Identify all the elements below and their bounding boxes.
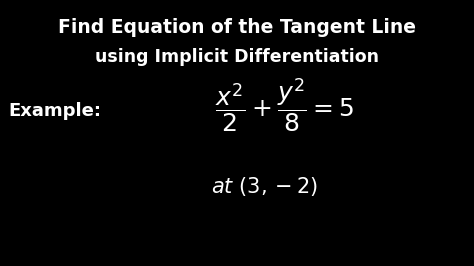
Text: Example:: Example:: [9, 102, 101, 120]
Text: $at \ (3, -2)$: $at \ (3, -2)$: [211, 174, 319, 197]
Text: $\dfrac{x^2}{2} + \dfrac{y^2}{8} = 5$: $\dfrac{x^2}{2} + \dfrac{y^2}{8} = 5$: [215, 77, 355, 135]
Text: using Implicit Differentiation: using Implicit Differentiation: [95, 48, 379, 66]
Text: Find Equation of the Tangent Line: Find Equation of the Tangent Line: [58, 18, 416, 37]
